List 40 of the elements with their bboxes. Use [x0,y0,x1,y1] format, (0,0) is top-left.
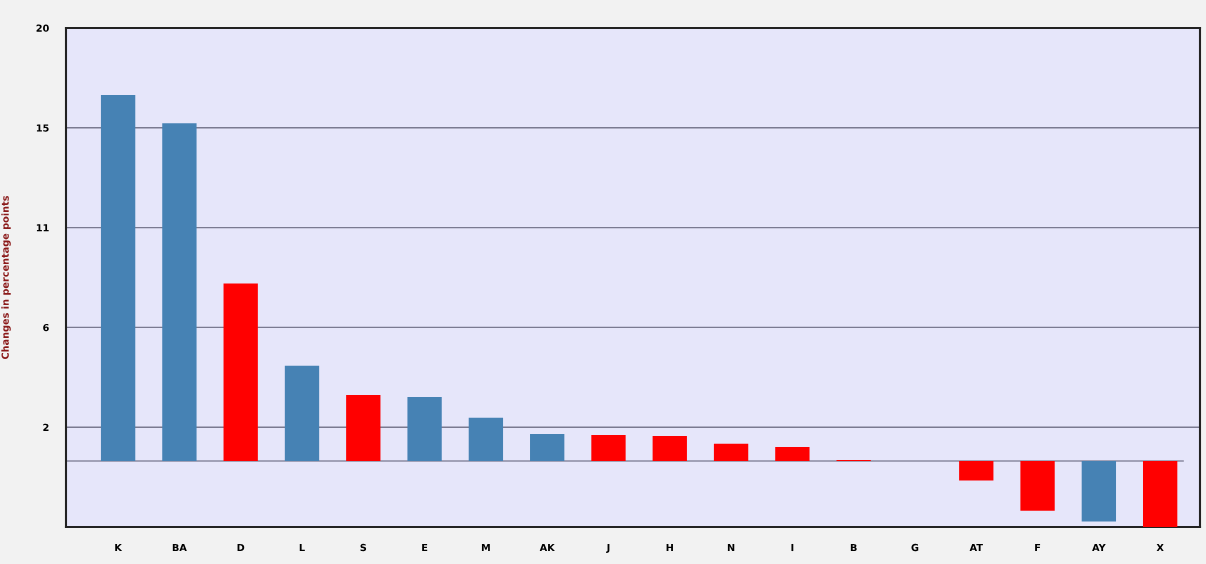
bar [652,436,687,461]
bar [1081,460,1117,522]
bar [530,433,565,461]
x-tick-label: X [1156,543,1164,552]
x-tick-label: AY [1092,543,1106,552]
bar [407,397,442,461]
y-tick-label: 20 [36,24,49,32]
bar [1142,460,1178,527]
x-tick-label: E [422,543,428,552]
x-tick-label: G [911,543,919,552]
bar [162,123,197,461]
x-tick-label: N [727,543,735,552]
bar [346,394,381,461]
x-tick-label: B [850,543,857,552]
bar [223,283,258,461]
x-tick-label: BA [172,543,187,552]
y-tick-label: 15 [36,124,49,132]
bar [775,446,810,461]
y-axis-title: Changes in percentage points [1,195,11,360]
bar [713,443,749,461]
x-tick-label: L [299,543,305,552]
y-tick-label: 11 [36,224,49,232]
x-tick-label: F [1035,543,1041,552]
y-tick-label: 2 [43,423,49,431]
bar [100,95,136,461]
x-tick-label: AK [539,543,556,552]
x-tick-label: K [115,543,123,552]
x-tick-label: M [481,543,490,552]
x-tick-label: J [606,543,610,553]
bar [284,365,320,461]
x-tick-label: S [360,543,367,552]
x-tick-label: I [791,543,794,552]
x-tick-label: D [237,543,245,552]
y-tick-label: 6 [43,323,49,332]
bar [468,417,504,461]
bar [1020,460,1055,511]
x-tick-label: AT [969,543,983,552]
bar [591,434,626,461]
bar [959,460,994,481]
x-tick-label: H [666,543,673,552]
